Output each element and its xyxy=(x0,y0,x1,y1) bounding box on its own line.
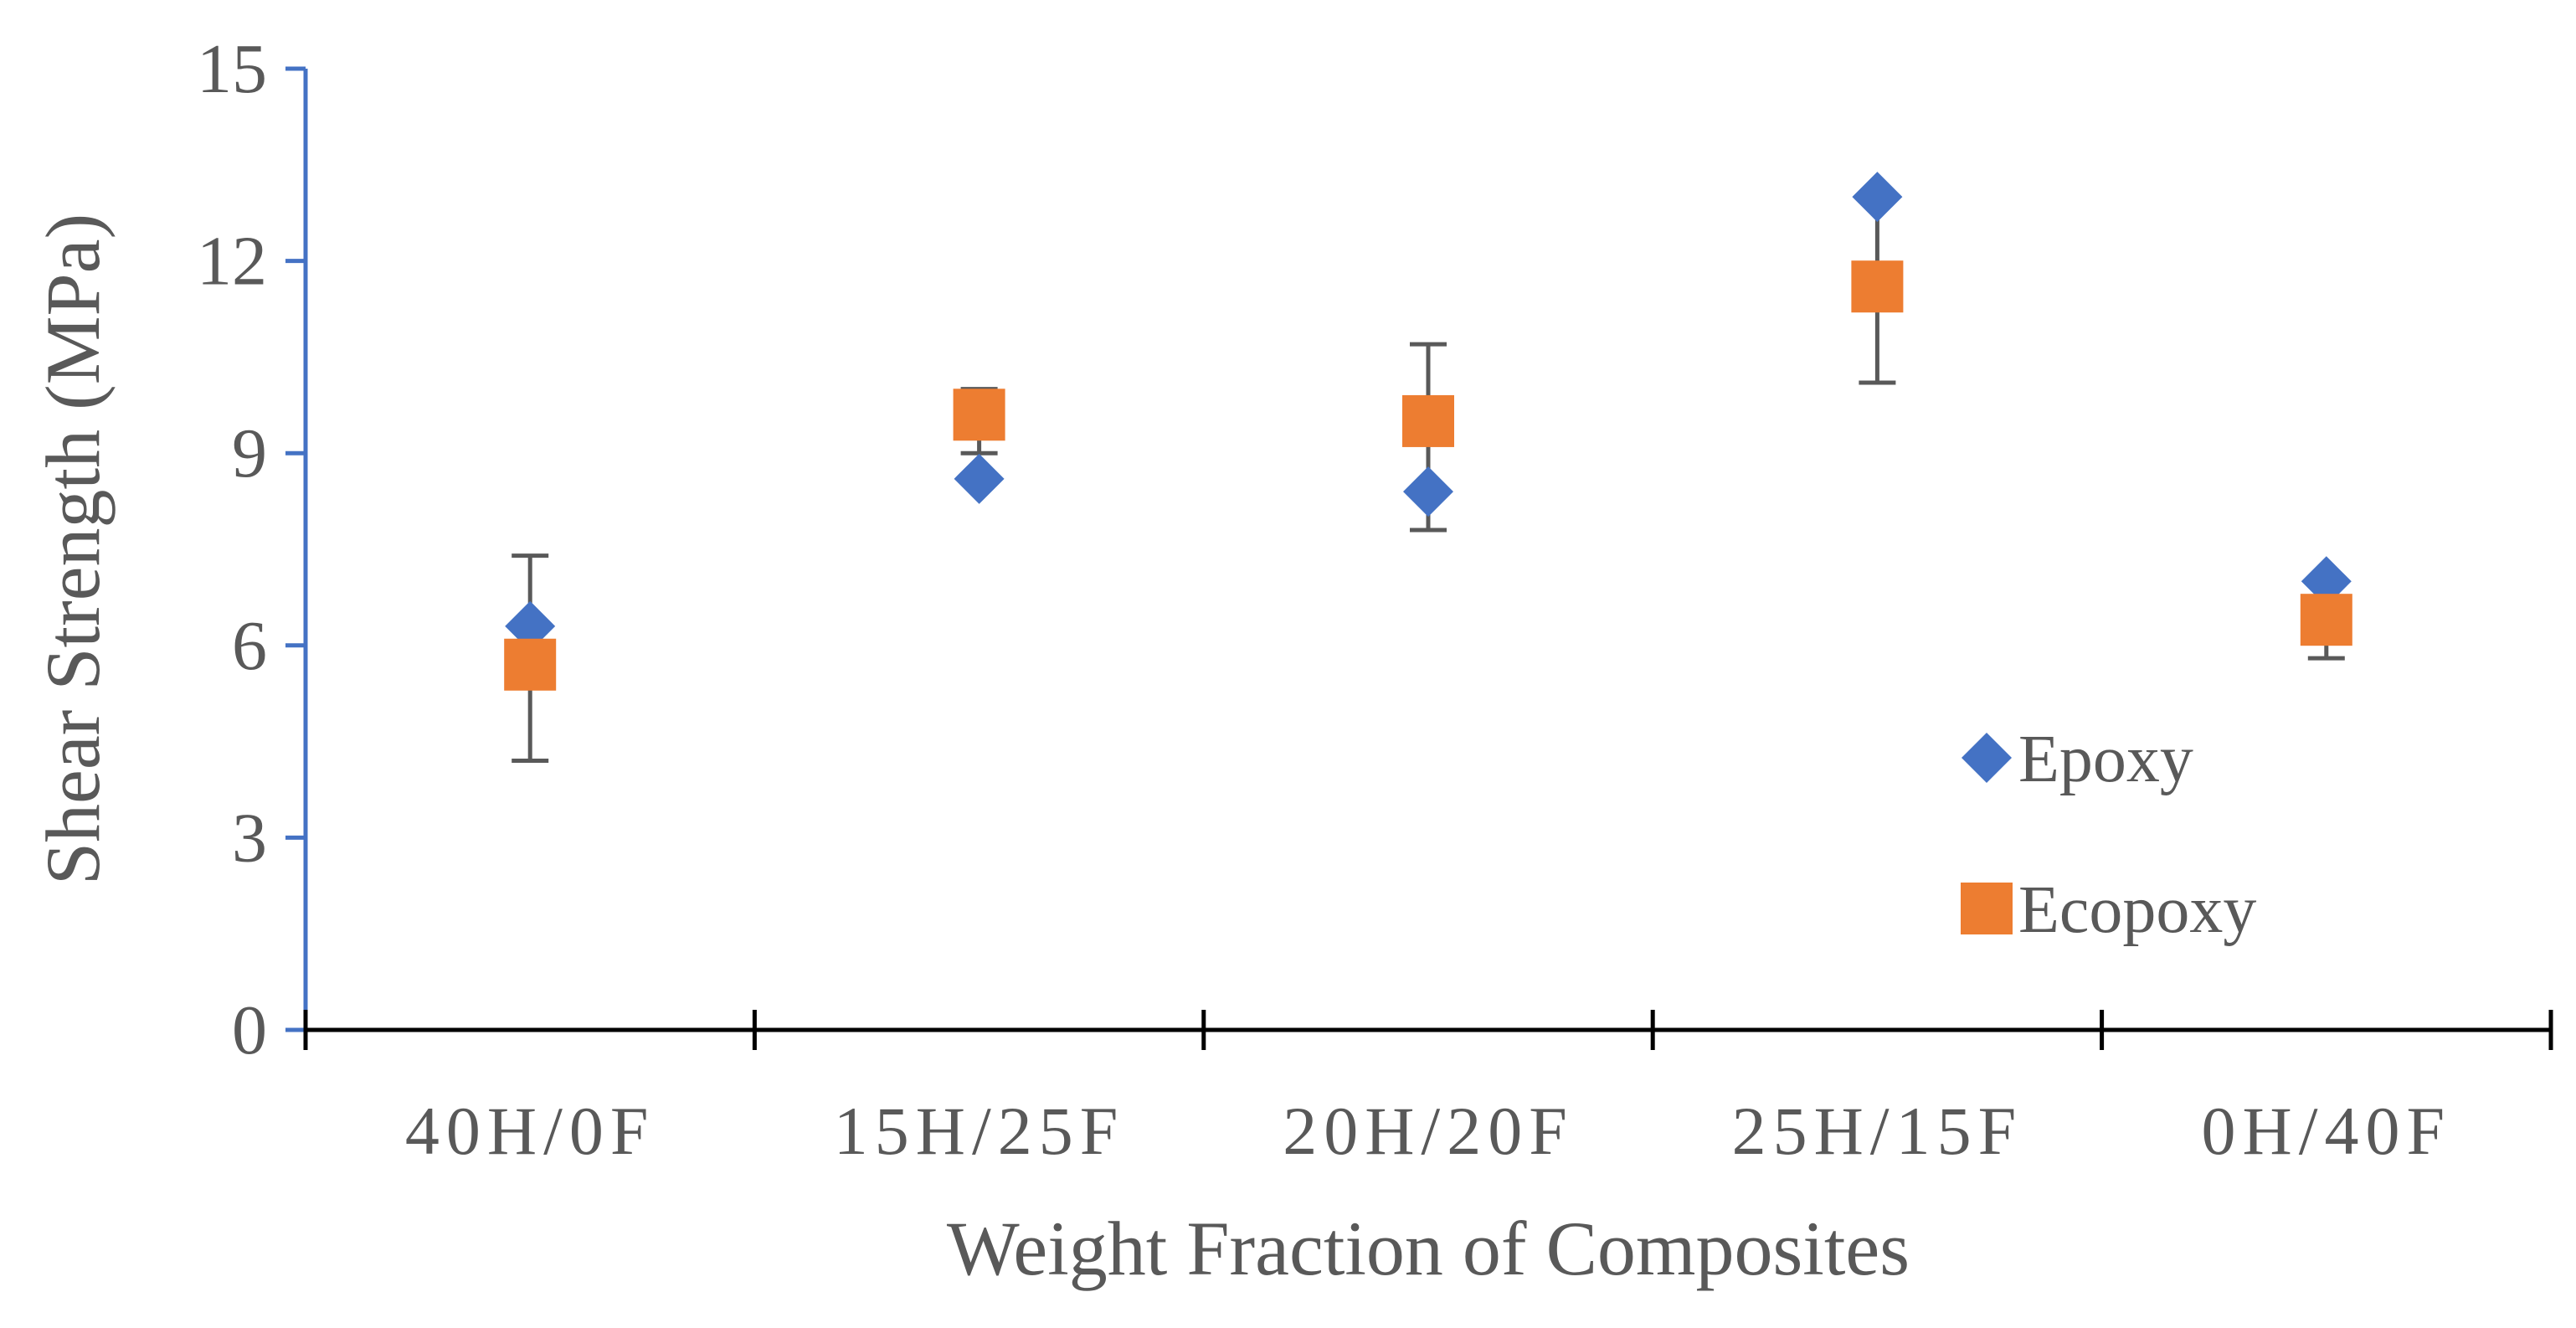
x-tick-label: 0H/40F xyxy=(2201,1093,2451,1169)
data-point-epoxy xyxy=(1852,172,1903,223)
data-point-ecopoxy xyxy=(1851,260,1904,313)
x-tick-label: 20H/20F xyxy=(1283,1093,1574,1169)
axes xyxy=(285,66,2553,1050)
legend-marker-epoxy xyxy=(1962,733,2012,783)
data-point-ecopoxy xyxy=(2300,594,2352,646)
legend-swatch xyxy=(1961,883,2013,934)
x-tick-label: 15H/25F xyxy=(834,1093,1125,1169)
legend-label-ecopoxy: Ecopoxy xyxy=(2018,873,2256,947)
legend-label-epoxy: Epoxy xyxy=(2018,723,2193,796)
data-point-ecopoxy xyxy=(1402,394,1454,447)
data-point-epoxy xyxy=(954,453,1005,504)
x-axis-title: Weight Fraction of Composites xyxy=(947,1206,1910,1291)
legend-marker-ecopoxy xyxy=(1961,883,2013,934)
y-tick-label: 3 xyxy=(232,799,267,877)
y-tick-label: 12 xyxy=(197,223,267,301)
y-axis-title: Shear Strength (MPa) xyxy=(30,214,116,885)
data-point-epoxy xyxy=(1403,466,1453,517)
legend: Epoxy Ecopoxy xyxy=(1961,723,2256,947)
tick-labels: 0 3 6 9 12 15 40H/0F 15H/25F 20H/20F 25H/15F 0H/40… xyxy=(197,30,2451,1169)
data-point-ecopoxy xyxy=(953,389,1005,441)
y-tick-label: 0 xyxy=(232,991,267,1069)
data-markers xyxy=(504,172,2352,691)
data-point-ecopoxy xyxy=(504,638,557,691)
y-tick-label: 6 xyxy=(232,607,267,685)
x-tick-label: 40H/0F xyxy=(405,1093,656,1169)
y-tick-label: 15 xyxy=(197,30,267,108)
legend-swatch xyxy=(1962,733,2012,783)
x-tick-label: 25H/15F xyxy=(1732,1093,2023,1169)
y-tick-label: 9 xyxy=(232,414,267,492)
